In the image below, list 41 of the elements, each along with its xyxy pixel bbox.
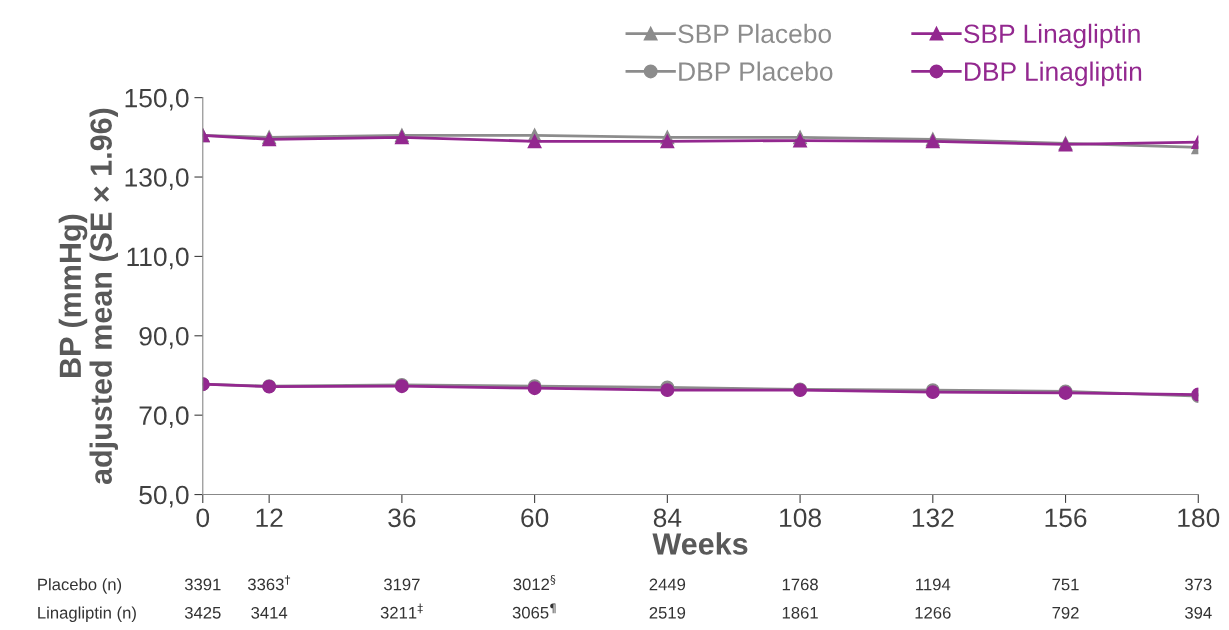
legend-label: SBP Placebo [678, 23, 831, 44]
x-axis-title: Weeks [652, 532, 748, 555]
x-tick-label: 60 [521, 508, 549, 528]
text: 394 [1185, 606, 1212, 619]
text: 3391 [184, 578, 221, 591]
legend-label: DBP Linagliptin [965, 61, 1142, 87]
legend-label: DBP Placebo [679, 61, 833, 81]
x-tick-label: 0 [196, 508, 210, 528]
text: 3065$^{¶}$ [512, 603, 556, 619]
y-axis-title: BP (mmHg) adjusted mean (SE × 1.96) [58, 108, 119, 485]
text: Linagliptin (n) [38, 606, 136, 623]
x-tick-label: 108 [780, 508, 821, 528]
text: 3425 [184, 606, 221, 619]
x-tick-label: 36 [388, 508, 416, 528]
x-tick-label: 156 [1045, 508, 1087, 528]
y-tick-label: 50,0 [139, 485, 189, 508]
text: 3012$^{§}$ [513, 575, 556, 591]
y-tick-label: 110,0 [127, 247, 189, 270]
text: 373 [1185, 578, 1212, 591]
text: 2449 [649, 578, 686, 591]
text: 2519 [649, 606, 686, 619]
text: 792 [1052, 606, 1079, 619]
text: 1266 [915, 606, 951, 619]
y-tick-label: 130,0 [125, 168, 189, 190]
x-tick-label: 180 [1178, 508, 1220, 528]
x-tick-label: 84 [653, 508, 682, 528]
text: 1194 [916, 578, 951, 591]
text: Placebo (n) [38, 578, 122, 594]
y-tick-label: 150,0 [125, 88, 189, 111]
y-tick-label: 70,0 [139, 406, 189, 429]
x-tick-label: 132 [912, 508, 954, 528]
text: 1861 [782, 606, 818, 619]
text: 3414 [251, 606, 288, 619]
text: 3363$^{†}$ [247, 575, 291, 591]
text: 3197 [383, 578, 420, 591]
text: 3211$^{‡}$ [380, 603, 423, 619]
text: 1768 [782, 578, 818, 591]
x-tick-label: 12 [256, 508, 283, 527]
text: 751 [1052, 578, 1079, 591]
legend-label: SBP Linagliptin [964, 23, 1140, 49]
y-tick-label: 90,0 [139, 326, 189, 349]
